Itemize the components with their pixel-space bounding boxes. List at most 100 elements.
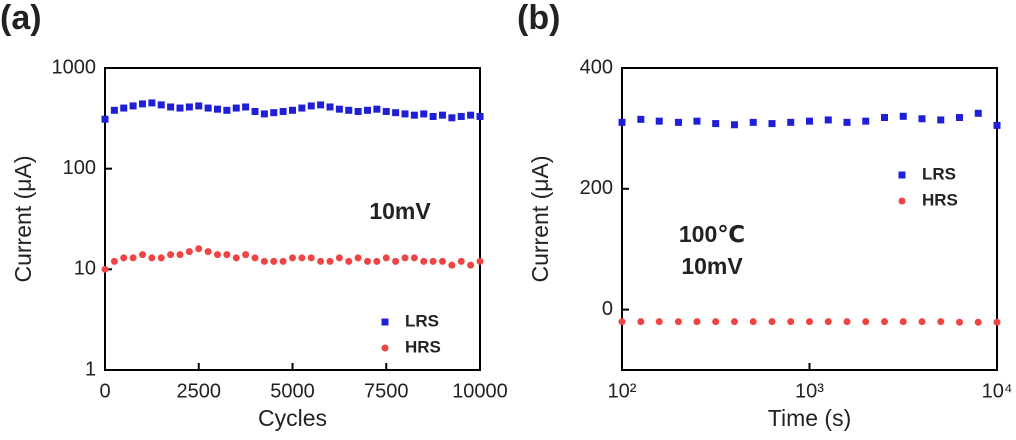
data-point [749, 118, 757, 126]
data-point [279, 257, 287, 265]
data-point [693, 318, 701, 326]
data-point [693, 117, 701, 125]
data-point [129, 102, 137, 110]
data-point [974, 318, 982, 326]
y-tick-label: 0 [602, 298, 613, 320]
data-point [476, 112, 484, 120]
data-point [918, 318, 926, 326]
data-point [232, 254, 240, 262]
data-point [120, 254, 128, 262]
data-point [768, 318, 776, 326]
legend-label: LRS [922, 164, 956, 183]
data-point [787, 318, 795, 326]
y-tick-label: 400 [580, 56, 613, 78]
data-point [439, 111, 446, 119]
data-point [420, 110, 428, 118]
legend-marker [381, 318, 389, 326]
legend-label: HRS [922, 190, 958, 209]
data-point [410, 111, 418, 119]
data-point [401, 110, 409, 118]
data-point [712, 318, 720, 326]
x-tick-label: 10² [608, 380, 637, 402]
data-point [843, 318, 851, 326]
data-point [204, 248, 212, 256]
data-point [260, 257, 268, 265]
x-axis-label: Time (s) [768, 405, 851, 431]
data-point [139, 251, 146, 259]
data-point [429, 112, 437, 120]
data-point [242, 251, 250, 259]
legend-label: HRS [405, 337, 441, 356]
data-point [298, 104, 306, 112]
data-point [185, 103, 193, 111]
data-point [937, 318, 945, 326]
data-point [824, 116, 832, 124]
data-point [382, 254, 390, 262]
data-point [335, 105, 343, 113]
data-point [148, 99, 156, 107]
data-point [429, 257, 437, 265]
data-point [120, 104, 128, 112]
data-point [345, 257, 353, 265]
data-point [918, 115, 926, 123]
data-point [787, 118, 795, 126]
data-point [730, 318, 738, 326]
data-point [730, 121, 738, 129]
x-tick-label: 5000 [270, 380, 315, 402]
data-point [110, 257, 118, 265]
data-point [251, 254, 259, 262]
data-point [185, 248, 193, 256]
data-point [167, 251, 175, 259]
data-point [993, 318, 1001, 326]
data-point [101, 115, 109, 123]
data-point [956, 114, 964, 122]
y-tick-label: 1 [85, 358, 96, 380]
data-point [345, 106, 353, 114]
data-point [354, 107, 362, 115]
data-point [214, 105, 221, 113]
data-point [448, 114, 456, 122]
y-tick-label: 10 [74, 258, 96, 280]
data-point [139, 100, 146, 108]
legend-marker [381, 344, 389, 352]
data-point [862, 318, 870, 326]
data-point [251, 107, 259, 115]
data-point [467, 111, 475, 119]
legend-label: LRS [405, 311, 439, 330]
data-point [674, 118, 682, 126]
data-point [712, 120, 720, 128]
data-point [335, 254, 343, 262]
data-point [618, 318, 626, 326]
legend-marker [898, 197, 906, 205]
data-point [289, 106, 296, 114]
data-point [101, 265, 109, 273]
data-point [195, 245, 203, 253]
annotation: 10mV [369, 198, 431, 224]
data-point [214, 251, 221, 259]
data-point [862, 117, 870, 125]
data-point [824, 318, 832, 326]
data-point [476, 257, 484, 265]
data-point [467, 261, 475, 269]
data-point [655, 117, 663, 125]
data-point [110, 106, 118, 114]
x-tick-label: 10000 [452, 380, 508, 402]
data-point [242, 103, 250, 111]
data-point [364, 257, 371, 265]
data-point [392, 257, 400, 265]
data-point [843, 118, 851, 126]
data-point [382, 107, 390, 115]
data-point [223, 106, 231, 114]
data-point [457, 112, 465, 120]
data-point [270, 257, 278, 265]
x-tick-label: 2500 [177, 380, 222, 402]
data-point [364, 106, 371, 114]
data-point [974, 109, 982, 117]
panel-label: (a) [0, 0, 42, 37]
data-point [167, 103, 175, 111]
data-point [749, 318, 757, 326]
y-tick-label: 1000 [52, 56, 97, 78]
data-point [806, 117, 813, 125]
data-point [937, 116, 945, 124]
x-tick-label: 0 [99, 380, 110, 402]
